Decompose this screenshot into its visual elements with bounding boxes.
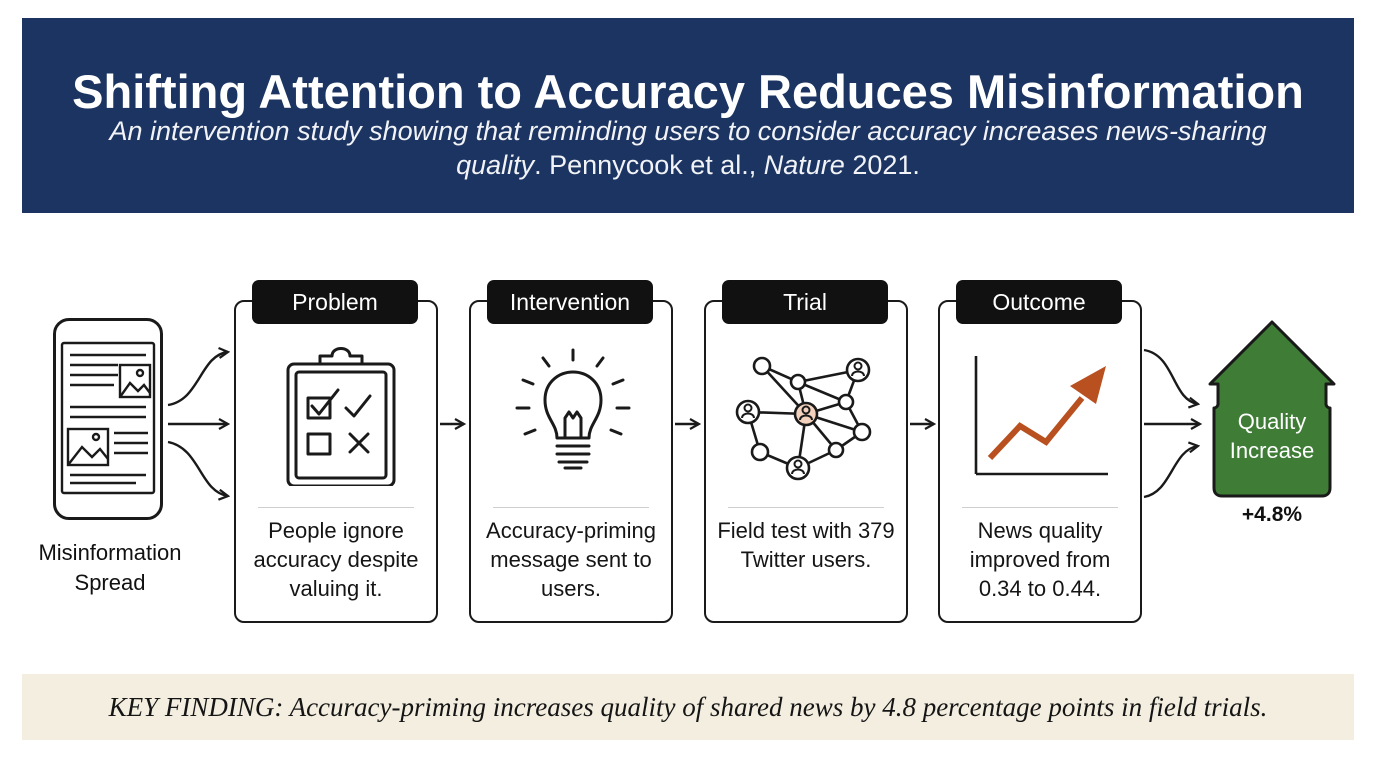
clipboard-checklist-icon xyxy=(286,347,396,486)
header-banner: Shifting Attention to Accuracy Reduces M… xyxy=(22,18,1354,213)
outcome-divider xyxy=(962,507,1118,508)
intervention-description: Accuracy-priming message sent to users. xyxy=(486,518,656,601)
problem-divider xyxy=(258,507,414,508)
subtitle-citation: . Pennycook et al., xyxy=(534,150,764,180)
lightbulb-icon xyxy=(515,348,631,470)
outcome-to-result-arrow-bottom xyxy=(1143,446,1198,499)
outcome-description: News quality improved from 0.34 to 0.44. xyxy=(969,518,1111,601)
misinformation-spread-label-line1: Misinformation xyxy=(38,540,182,565)
problem-card: Problem People ignore accuracy despite v… xyxy=(234,280,438,623)
trial-description: Field test with 379 Twitter users. xyxy=(717,518,895,572)
problem-tab: Problem xyxy=(252,280,418,324)
quality-increase-label: Quality Increase xyxy=(1210,407,1334,465)
outcome-tab: Outcome xyxy=(956,280,1122,324)
subtitle-year: 2021. xyxy=(844,150,920,180)
page-title: Shifting Attention to Accuracy Reduces M… xyxy=(72,65,1304,118)
subtitle-description: An intervention study showing that remin… xyxy=(109,116,1267,180)
quality-increase-line2: Increase xyxy=(1229,438,1315,463)
misinformation-spread-label: Misinformation Spread xyxy=(18,538,202,598)
quality-increase-value: +4.8% xyxy=(1241,503,1303,526)
up-arrow-icon xyxy=(1208,320,1336,498)
misinformation-spread-label-line2: Spread xyxy=(74,570,146,595)
network-icon xyxy=(735,356,872,481)
intervention-card: Intervention Accuracy-priming message se… xyxy=(469,280,673,623)
line-chart-icon xyxy=(974,356,1108,476)
trial-divider xyxy=(728,507,884,508)
intervention-divider xyxy=(493,507,649,508)
phone-icon xyxy=(53,318,163,520)
key-finding-banner: KEY FINDING: Accuracy-priming increases … xyxy=(22,674,1354,740)
phone-to-problem-arrow-top xyxy=(167,352,228,407)
problem-description: People ignore accuracy despite valuing i… xyxy=(253,518,419,601)
trial-card: Trial xyxy=(704,280,908,623)
intervention-tab: Intervention xyxy=(487,280,653,324)
phone-to-problem-arrow-bottom xyxy=(167,440,228,496)
trial-tab: Trial xyxy=(722,280,888,324)
quality-increase-line1: Quality xyxy=(1237,409,1307,434)
subtitle-journal: Nature xyxy=(763,150,845,180)
outcome-to-result-arrow-top xyxy=(1143,348,1198,404)
subtitle: An intervention study showing that remin… xyxy=(82,114,1294,182)
outcome-card: Outcome News quality improved from 0.34 … xyxy=(938,280,1142,623)
